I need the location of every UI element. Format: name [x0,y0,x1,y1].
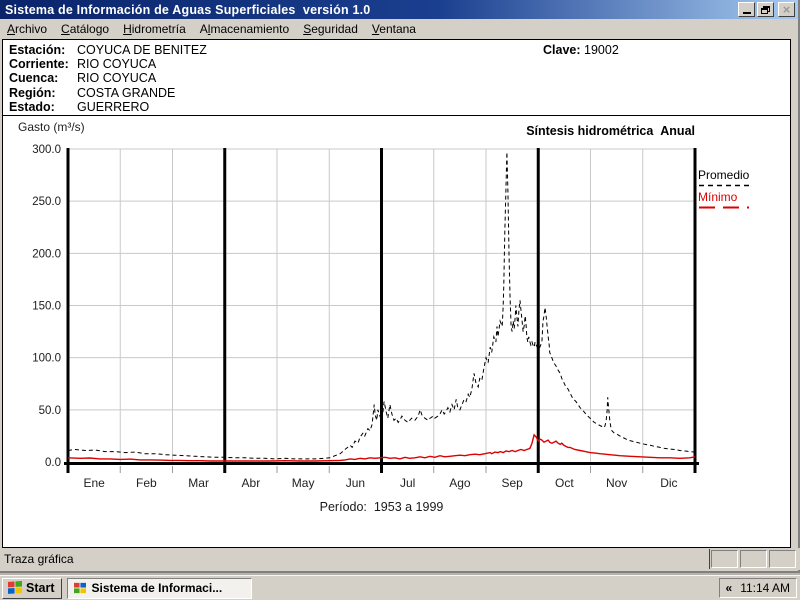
clave-label: Clave: [543,43,581,57]
svg-text:0.0: 0.0 [45,457,61,469]
clock: 11:14 AM [740,581,790,595]
svg-text:150.0: 150.0 [32,301,61,313]
restore-button[interactable] [757,2,774,17]
svg-text:Dic: Dic [660,476,677,490]
legend-label-promedio: Promedio [698,168,750,182]
legend-line-minimo-icon [699,206,749,209]
station-label: Cuenca: [9,71,59,86]
station-row: Estado: GUERRERO [9,100,207,114]
status-text: Traza gráfica [4,552,74,566]
legend-entry-promedio: Promedio [698,168,750,188]
station-value: RIO COYUCA [77,57,157,72]
svg-text:Abr: Abr [242,476,261,490]
svg-text:Sep: Sep [501,476,523,490]
menu-ventana[interactable]: Ventana [371,22,416,36]
hydrometric-chart: 0.0 50.0 100.0 150.0 200.0 250.0 300.0 Ene Feb Ma… [32,144,699,490]
close-icon: × [782,2,791,17]
chart-title: Síntesis hidrométrica Anual [526,124,695,138]
status-panel [740,550,767,568]
start-label: Start [26,581,55,595]
menu-seguridad[interactable]: Seguridad [303,22,358,36]
window-title: Sistema de Información de Aguas Superfic… [5,2,371,17]
chart-legend: Promedio Mínimo [698,168,750,212]
menu-archivo[interactable]: Archivo [7,22,48,36]
station-label: Estación: [9,43,66,57]
windows-logo-icon [8,581,22,594]
svg-text:250.0: 250.0 [32,196,61,208]
taskbar-task-sistema[interactable]: Sistema de Informaci... [67,577,253,599]
station-label: Corriente: [9,57,69,72]
status-divider [709,549,710,569]
app-window: Sistema de Información de Aguas Superfic… [0,0,800,573]
clave-field: Clave: 19002 [543,43,619,57]
station-info: Estación: COYUCA DE BENITEZ Corriente: R… [9,43,207,114]
client-area: Estación: COYUCA DE BENITEZ Corriente: R… [2,39,791,548]
svg-text:Mar: Mar [188,476,209,490]
start-button[interactable]: Start [2,577,63,599]
svg-text:200.0: 200.0 [32,248,61,260]
restore-icon [761,5,770,14]
svg-text:50.0: 50.0 [39,405,61,417]
minimize-icon [742,12,751,14]
title-bar[interactable]: Sistema de Información de Aguas Superfic… [0,0,798,19]
menu-bar: Archivo Catálogo Hidrometría Almacenamie… [0,19,798,39]
menu-catalogo[interactable]: Catálogo [61,22,110,36]
legend-entry-minimo: Mínimo [698,190,750,210]
svg-text:Nov: Nov [606,476,627,490]
legend-line-promedio-icon [699,184,749,187]
svg-text:Oct: Oct [555,476,574,490]
station-value: COSTA GRANDE [77,85,176,100]
system-tray: « 11:14 AM [718,578,797,598]
minimize-button[interactable] [738,2,755,17]
station-label: Región: [9,85,56,100]
task-label: Sistema de Informaci... [91,581,223,595]
header-separator [3,115,790,116]
svg-text:300.0: 300.0 [32,144,61,156]
legend-label-minimo: Mínimo [698,190,738,204]
close-button[interactable]: × [778,2,795,17]
status-bar: Traza gráfica [0,548,800,570]
station-row: Estación: COYUCA DE BENITEZ [9,43,207,57]
svg-text:Jun: Jun [346,476,365,490]
station-label: Estado: [9,99,55,114]
station-value: COYUCA DE BENITEZ [77,43,207,57]
station-value: RIO COYUCA [77,71,157,86]
period-note: Período: 1953 a 1999 [319,500,444,514]
taskbar: Start Sistema de Informaci... « 11:14 AM [0,575,800,600]
station-row: Cuenca: RIO COYUCA [9,71,207,85]
svg-text:Ago: Ago [449,476,471,490]
station-value: GUERRERO [77,99,150,114]
svg-text:May: May [292,476,315,490]
station-row: Corriente: RIO COYUCA [9,57,207,71]
svg-text:Feb: Feb [136,476,157,490]
svg-text:Jul: Jul [400,476,415,490]
clave-value: 19002 [584,43,619,57]
menu-almacenamiento[interactable]: Almacenamiento [199,22,290,36]
station-row: Región: COSTA GRANDE [9,86,207,100]
tray-expand-icon[interactable]: « [725,581,733,595]
menu-hidrometria[interactable]: Hidrometría [123,22,186,36]
status-panel [769,550,796,568]
svg-text:Ene: Ene [83,476,105,490]
svg-text:100.0: 100.0 [32,353,61,365]
chart-y-axis-title: Gasto (m³/s) [18,120,85,134]
app-icon [74,582,87,594]
status-panel [711,550,738,568]
